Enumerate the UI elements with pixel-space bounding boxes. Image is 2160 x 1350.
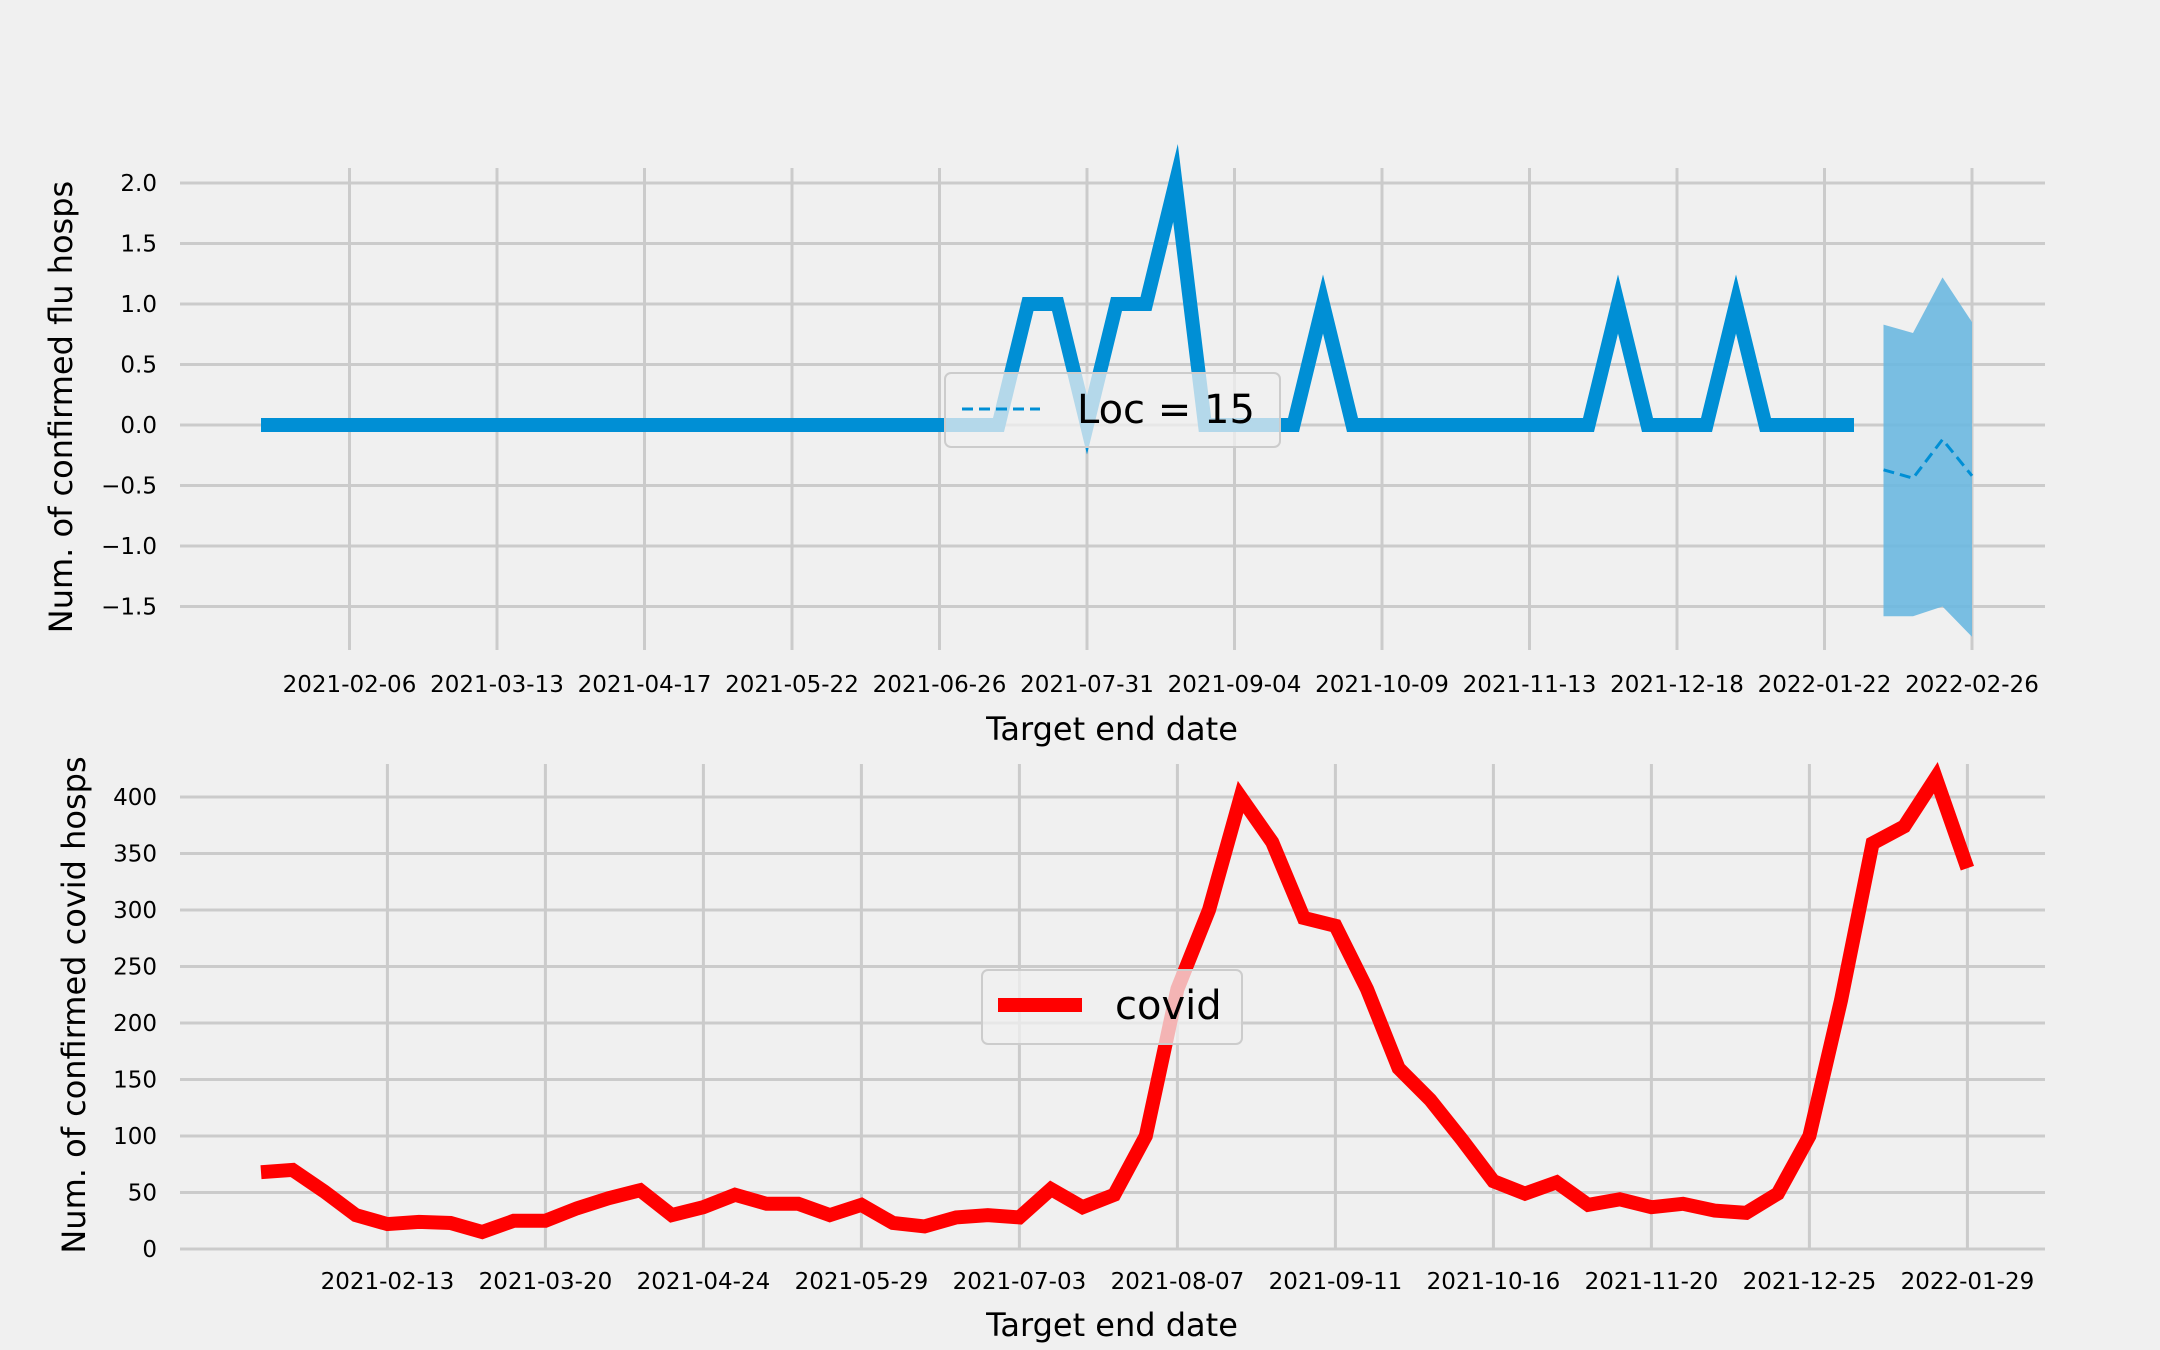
covid-y-tick-label: 150 (113, 1068, 157, 1094)
covid-x-axis-label: Target end date (985, 1306, 1238, 1344)
covid-x-tick-label: 2021-03-20 (479, 1269, 613, 1295)
covid-x-tick-label: 2021-08-07 (1111, 1269, 1245, 1295)
flu-x-axis-label: Target end date (985, 710, 1238, 748)
flu-y-tick-label: 2.0 (120, 171, 157, 197)
covid-y-tick-label: 350 (113, 842, 157, 868)
covid-x-tick-label: 2021-10-16 (1427, 1269, 1561, 1295)
covid-x-tick-label: 2021-07-03 (953, 1269, 1087, 1295)
covid-x-tick-label: 2021-12-25 (1743, 1269, 1877, 1295)
flu-y-tick-label: 1.0 (120, 292, 157, 318)
flu-x-tick-label: 2021-10-09 (1315, 672, 1449, 698)
flu-x-tick-label: 2022-01-22 (1758, 672, 1892, 698)
flu-x-tick-label: 2022-02-26 (1905, 672, 2039, 698)
flu-x-tick-label: 2021-09-04 (1168, 672, 1302, 698)
covid-y-tick-labels: 0 50 100 150 200 250 300 350 400 (113, 785, 157, 1263)
flu-x-tick-label: 2021-12-18 (1610, 672, 1744, 698)
covid-y-tick-label: 400 (113, 785, 157, 811)
covid-x-tick-label: 2021-09-11 (1269, 1269, 1403, 1295)
covid-x-tick-label: 2022-01-29 (1901, 1269, 2035, 1295)
flu-panel: 2021-02-06 2021-03-13 2021-04-17 2021-05-22… (42, 144, 2045, 748)
covid-legend-box (981, 969, 1243, 1045)
covid-y-tick-label: 250 (113, 955, 157, 981)
flu-x-tick-label: 2021-07-31 (1020, 672, 1154, 698)
covid-panel: 2021-02-13 2021-03-20 2021-04-24 2021-05-29… (55, 756, 2045, 1344)
covid-legend-label: covid (1115, 983, 1222, 1029)
flu-y-tick-label: −0.5 (101, 474, 157, 500)
flu-x-tick-label: 2021-05-22 (725, 672, 859, 698)
flu-x-tick-label: 2021-03-13 (430, 672, 564, 698)
flu-y-axis-label: Num. of confirmed flu hosps (42, 181, 80, 633)
flu-legend: Loc = 15 (944, 372, 1281, 448)
covid-legend: covid (981, 969, 1243, 1045)
covid-y-tick-label: 300 (113, 898, 157, 924)
flu-legend-label: Loc = 15 (1077, 387, 1255, 433)
flu-legend-box (944, 372, 1281, 448)
covid-x-tick-label: 2021-04-24 (637, 1269, 771, 1295)
covid-y-tick-label: 200 (113, 1011, 157, 1037)
covid-x-tick-label: 2021-02-13 (321, 1269, 455, 1295)
covid-series-layer (260, 762, 1975, 1240)
flu-y-tick-labels: −1.5 −1.0 −0.5 0.0 0.5 1.0 1.5 2.0 (101, 171, 157, 621)
covid-y-tick-label: 50 (128, 1181, 157, 1207)
covid-x-tick-label: 2021-11-20 (1585, 1269, 1719, 1295)
flu-y-tick-label: 1.5 (120, 232, 157, 258)
flu-x-tick-label: 2021-06-26 (873, 672, 1007, 698)
flu-y-tick-label: −1.0 (101, 534, 157, 560)
covid-y-axis-label: Num. of confirmed covid hosps (55, 756, 93, 1253)
flu-x-tick-label: 2021-04-17 (578, 672, 712, 698)
flu-series-layer (260, 144, 1974, 480)
flu-x-tick-labels: 2021-02-06 2021-03-13 2021-04-17 2021-05-22… (283, 672, 2039, 698)
flu-y-tick-label: −1.5 (101, 595, 157, 621)
flu-y-tick-label: 0.5 (120, 353, 157, 379)
covid-x-tick-labels: 2021-02-13 2021-03-20 2021-04-24 2021-05-29… (321, 1269, 2035, 1295)
covid-y-tick-label: 0 (142, 1237, 157, 1263)
flu-y-tick-label: 0.0 (120, 413, 157, 439)
covid-x-tick-label: 2021-05-29 (795, 1269, 929, 1295)
covid-y-tick-label: 100 (113, 1124, 157, 1150)
flu-forecast-median-line (1883, 437, 1974, 480)
flu-x-tick-label: 2021-02-06 (283, 672, 417, 698)
flu-x-tick-label: 2021-11-13 (1463, 672, 1597, 698)
